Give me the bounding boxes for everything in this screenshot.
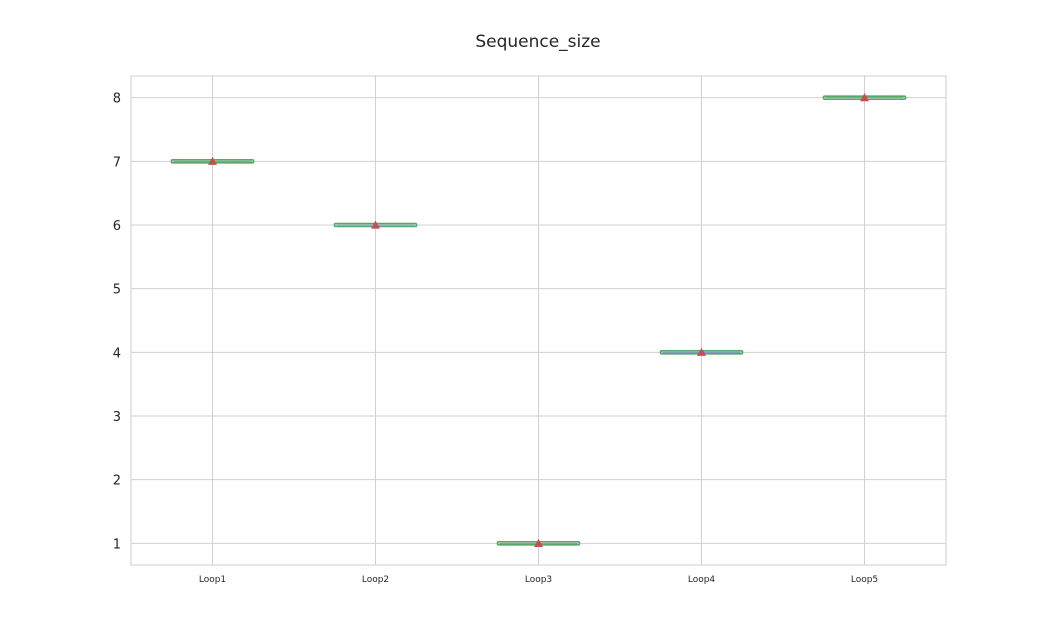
x-tick-label: Loop4 [688,575,716,585]
x-tick-label: Loop5 [851,575,878,585]
mean-marker [208,156,217,165]
y-tick-label: 2 [113,474,121,489]
y-tick-label: 1 [113,537,121,552]
plot-frame [130,75,947,566]
chart-title: Sequence_size [475,32,600,52]
y-tick-label: 5 [113,283,121,298]
mean-marker [534,538,543,547]
y-tick-label: 6 [113,219,121,234]
x-tick-label: Loop1 [199,575,226,585]
mean-marker [697,347,706,356]
marks-layer [170,93,907,547]
x-tick-label: Loop2 [362,575,389,585]
mean-marker [860,93,869,102]
y-tick-label: 7 [113,155,121,170]
y-tick-label: 3 [113,410,121,425]
mean-marker [371,220,380,229]
x-tick-label: Loop3 [525,575,552,585]
y-tick-label: 4 [113,346,121,361]
y-tick-label: 8 [113,92,121,107]
grid-layer [131,76,946,565]
axis-layer: 1 2 3 4 5 6 7 8 Loop1 Loop2 Loop3 Loop4 Loop5 [113,92,878,585]
